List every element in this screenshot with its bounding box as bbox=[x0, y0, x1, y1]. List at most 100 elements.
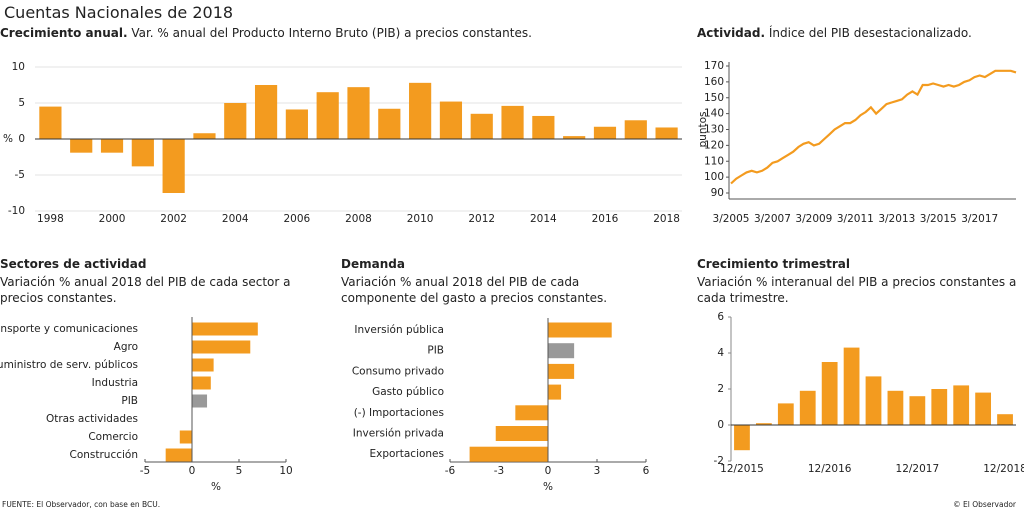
chart-subtitle: Variación % anual 2018 del PIB de cada s… bbox=[0, 275, 291, 305]
x-tick-label: 2016 bbox=[592, 213, 619, 225]
y-tick-label: PIB bbox=[427, 345, 444, 357]
y-tick-label: 0 bbox=[717, 419, 724, 431]
y-tick-label: 100 bbox=[704, 171, 724, 183]
x-tick-label: 3/2007 bbox=[754, 213, 791, 225]
bar bbox=[162, 139, 185, 193]
y-tick-label: 140 bbox=[704, 108, 724, 120]
x-tick-label: 3/2015 bbox=[920, 213, 957, 225]
bar bbox=[755, 423, 772, 425]
bar bbox=[734, 425, 750, 451]
x-tick-label: 2014 bbox=[530, 213, 557, 225]
bar bbox=[192, 376, 211, 390]
bar bbox=[909, 396, 926, 425]
chart-subtitle: Índice del PIB desestacionalizado. bbox=[768, 26, 972, 40]
bar bbox=[316, 92, 339, 139]
bar bbox=[469, 446, 548, 462]
bar bbox=[192, 322, 258, 336]
bar bbox=[501, 105, 524, 139]
bar bbox=[192, 340, 251, 354]
y-tick-label: Otras actividades bbox=[46, 413, 138, 425]
y-tick-label: Consumo privado bbox=[352, 365, 444, 377]
x-axis-label: % bbox=[211, 481, 221, 493]
bar bbox=[931, 389, 948, 425]
bar bbox=[100, 139, 124, 153]
x-tick-label: 12/2018 bbox=[983, 463, 1024, 475]
line bbox=[730, 69, 1017, 185]
x-axis-label: % bbox=[543, 481, 553, 493]
x-tick-label: 3/2009 bbox=[795, 213, 832, 225]
bar bbox=[593, 126, 617, 139]
x-tick-label: 2004 bbox=[222, 213, 249, 225]
source: FUENTE: El Observador, con base en BCU. bbox=[2, 500, 161, 509]
y-tick-label: Gasto público bbox=[372, 386, 444, 398]
bar bbox=[799, 390, 816, 425]
y-tick-label: -2 bbox=[714, 455, 724, 467]
bar bbox=[165, 448, 192, 462]
credit: © El Observador bbox=[953, 500, 1016, 509]
x-tick-label: 10 bbox=[279, 465, 292, 477]
y-tick-label: Comercio bbox=[88, 431, 138, 443]
x-tick-label: -6 bbox=[445, 465, 456, 477]
y-tick-label: -10 bbox=[8, 205, 25, 217]
y-tick-label: 90 bbox=[711, 187, 724, 199]
x-tick-label: 2010 bbox=[407, 213, 434, 225]
x-tick-label: 2018 bbox=[653, 213, 680, 225]
bar bbox=[975, 392, 992, 425]
x-tick-label: 12/2017 bbox=[896, 463, 940, 475]
chart-subtitle: Var. % anual del Producto Interno Bruto … bbox=[131, 26, 532, 40]
x-tick-label: 3 bbox=[594, 465, 601, 477]
y-tick-label: 4 bbox=[717, 347, 724, 359]
y-tick-label: (-) Importaciones bbox=[354, 407, 444, 419]
bar bbox=[997, 414, 1013, 425]
bar bbox=[409, 82, 432, 139]
bar bbox=[179, 430, 192, 444]
bar bbox=[865, 376, 882, 425]
bar bbox=[563, 136, 586, 139]
bar bbox=[548, 343, 575, 359]
y-tick-label: 130 bbox=[704, 124, 724, 136]
x-tick-label: 2008 bbox=[345, 213, 372, 225]
bar bbox=[193, 133, 216, 139]
y-tick-label: 6 bbox=[717, 311, 724, 323]
y-tick-label: 120 bbox=[704, 139, 724, 151]
y-axis-label: % bbox=[3, 133, 13, 145]
x-tick-label: 12/2016 bbox=[808, 463, 852, 475]
bar bbox=[953, 385, 970, 425]
y-tick-label: 10 bbox=[12, 61, 25, 73]
bar bbox=[224, 103, 247, 139]
bar bbox=[192, 358, 214, 372]
bar bbox=[777, 403, 794, 425]
bar bbox=[495, 426, 548, 441]
y-tick-label: Industria bbox=[92, 377, 138, 389]
bar bbox=[70, 139, 93, 153]
bar bbox=[548, 322, 612, 338]
bar bbox=[254, 85, 278, 139]
x-tick-label: 3/2005 bbox=[713, 213, 750, 225]
y-tick-label: 110 bbox=[704, 155, 724, 167]
x-tick-label: 3/2013 bbox=[878, 213, 915, 225]
bar bbox=[39, 106, 62, 139]
x-tick-label: 3/2017 bbox=[961, 213, 998, 225]
bar bbox=[347, 87, 370, 139]
y-tick-label: 0 bbox=[18, 133, 25, 145]
y-axis-label: puntos bbox=[697, 112, 709, 148]
y-tick-label: Transporte y comunicaciones bbox=[0, 323, 138, 335]
bar bbox=[285, 109, 308, 139]
header: Sectores de actividad Variación % anual 2… bbox=[0, 256, 305, 306]
y-tick-label: Exportaciones bbox=[369, 448, 444, 460]
y-tick-label: Agro bbox=[114, 341, 138, 353]
x-tick-label: 2012 bbox=[468, 213, 495, 225]
bar bbox=[532, 115, 555, 139]
bar bbox=[887, 390, 904, 425]
x-tick-label: 0 bbox=[189, 465, 196, 477]
x-tick-label: 5 bbox=[236, 465, 243, 477]
header: Demanda Variación % anual 2018 del PIB de… bbox=[341, 256, 651, 306]
y-tick-label: Construcción bbox=[69, 449, 138, 461]
page-title: Cuentas Nacionales de 2018 bbox=[4, 3, 234, 22]
header: Actividad. Índice del PIB desestacionali… bbox=[697, 25, 1022, 41]
y-tick-label: PIB bbox=[121, 395, 138, 407]
y-tick-label: 170 bbox=[704, 60, 724, 72]
chart-title: Crecimiento trimestral bbox=[697, 257, 850, 271]
